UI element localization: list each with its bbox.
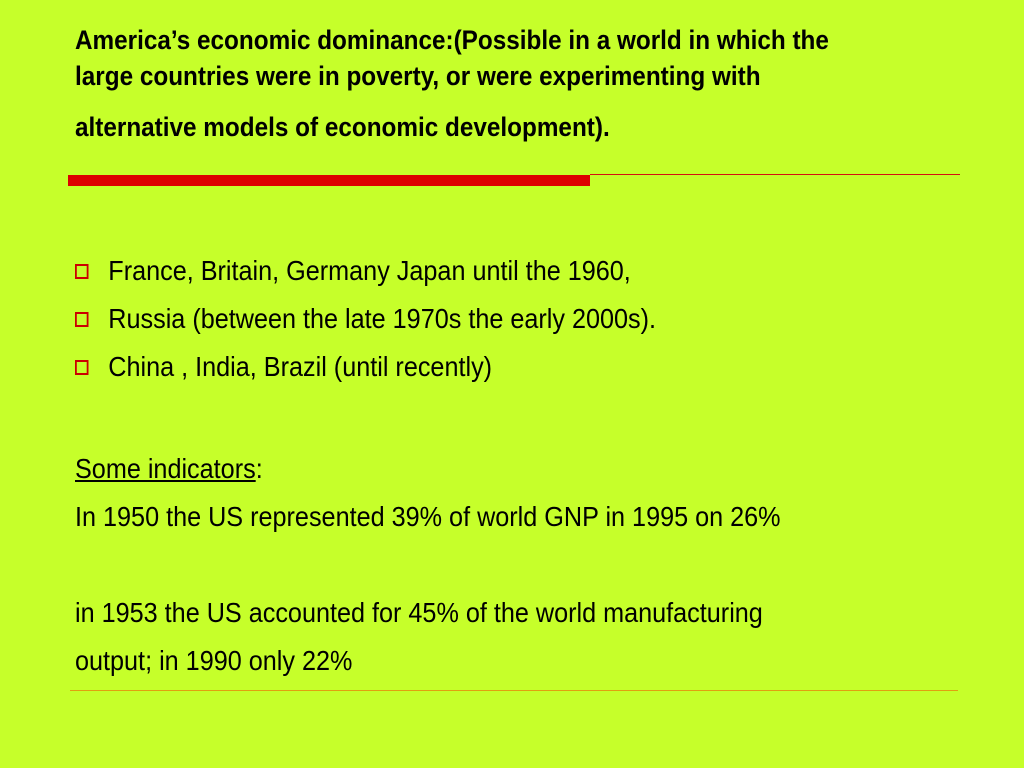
square-bullet-icon bbox=[75, 263, 89, 279]
indicators-colon: : bbox=[255, 453, 263, 484]
title-underline-thick bbox=[68, 175, 590, 186]
footer-rule bbox=[70, 690, 958, 691]
title-underline-thin bbox=[590, 174, 960, 175]
square-bullet-icon bbox=[75, 311, 89, 327]
bullet-item: China , India, Brazil (until recently) bbox=[75, 343, 656, 391]
paragraph-spacer bbox=[75, 541, 885, 589]
indicator-manufacturing-line-1: in 1953 the US accounted for 45% of the … bbox=[75, 597, 763, 628]
indicator-gnp: In 1950 the US represented 39% of world … bbox=[75, 501, 781, 532]
bullet-list: France, Britain, Germany Japan until the… bbox=[75, 247, 721, 391]
slide-title: America’s economic dominance:(Possible i… bbox=[75, 22, 885, 145]
indicators-heading: Some indicators: bbox=[75, 445, 885, 493]
indicators-block: Some indicators: In 1950 the US represen… bbox=[75, 445, 885, 685]
title-line-2: large countries were in poverty, or were… bbox=[75, 61, 761, 92]
title-line-1: America’s economic dominance:(Possible i… bbox=[75, 25, 829, 55]
title-line-3: alternative models of economic developme… bbox=[75, 111, 610, 142]
indicators-label: Some indicators bbox=[75, 453, 256, 484]
bullet-item: Russia (between the late 1970s the early… bbox=[75, 295, 656, 343]
bullet-text: Russia (between the late 1970s the early… bbox=[108, 303, 657, 334]
bullet-text: France, Britain, Germany Japan until the… bbox=[108, 255, 631, 286]
indicator-manufacturing-line-2: output; in 1990 only 22% bbox=[75, 645, 353, 676]
bullet-text: China , India, Brazil (until recently) bbox=[108, 351, 493, 382]
square-bullet-icon bbox=[75, 359, 89, 375]
bullet-item: France, Britain, Germany Japan until the… bbox=[75, 247, 656, 295]
